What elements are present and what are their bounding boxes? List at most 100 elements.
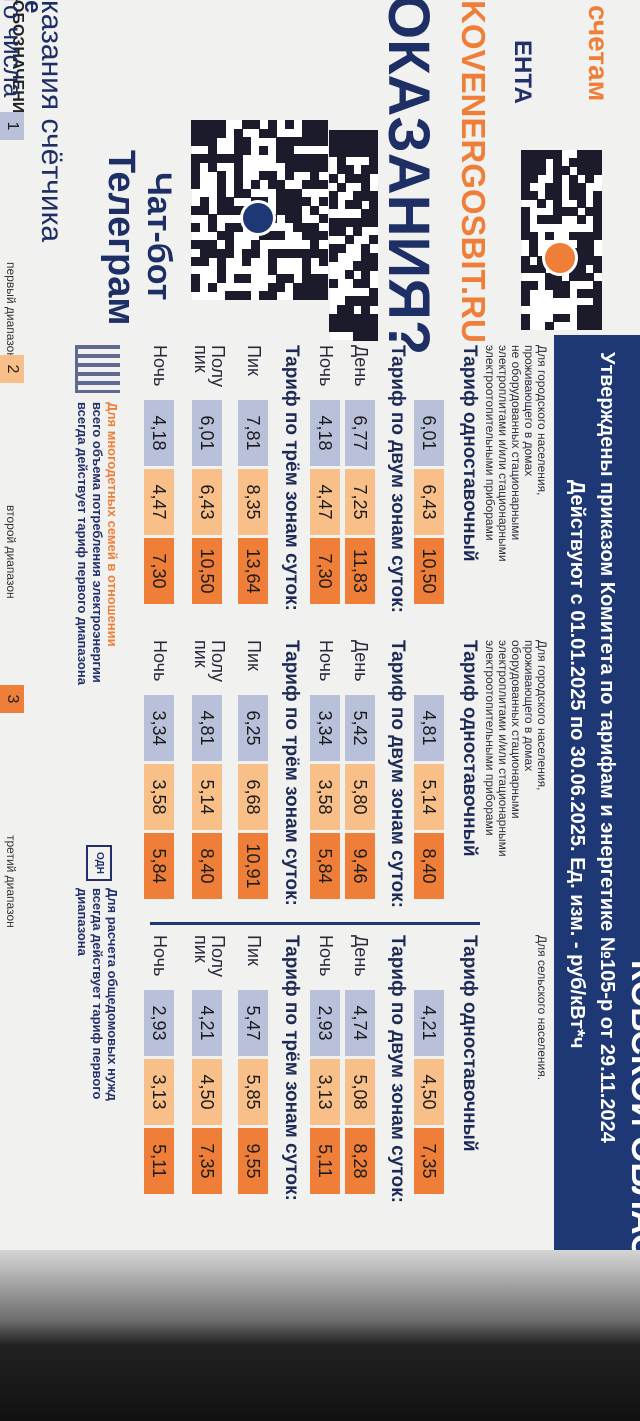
- tariff-value: 5,14: [414, 764, 444, 830]
- qr-module: [361, 217, 370, 227]
- qr-module: [561, 207, 570, 216]
- qr-module: [537, 199, 546, 208]
- tariff-value: 7,81: [238, 400, 268, 466]
- tariff-value: 7,35: [414, 1128, 444, 1194]
- tariff-value: 5,84: [144, 833, 174, 899]
- tariff-value: 9,55: [238, 1128, 268, 1194]
- qr-module: [200, 257, 209, 267]
- qr-module: [242, 145, 252, 155]
- leaflet: КОВСКОЙ ОБЛАСТИ Утверждены приказом Коми…: [0, 0, 640, 1250]
- zone-label: Полу: [208, 640, 228, 683]
- section-title: Тариф по двум зонам суток:: [387, 640, 408, 908]
- section-title: Тариф по трём зонам суток:: [281, 935, 302, 1201]
- qr-module: [337, 182, 346, 192]
- letter-text: е: [19, 0, 46, 14]
- tariff-value: 4,47: [310, 469, 340, 535]
- qr-module: [537, 166, 546, 176]
- qr-module: [329, 252, 338, 262]
- qr-module: [577, 321, 586, 331]
- tariff-value: 10,50: [192, 538, 222, 604]
- accounts-text: счетам: [583, 5, 614, 102]
- section-title: Тариф одноставочный: [459, 640, 480, 857]
- qr-module: [337, 322, 346, 332]
- column-divider: [150, 922, 480, 925]
- tariff-value: 6,25: [238, 695, 268, 761]
- qr-module: [293, 291, 303, 301]
- tariff-value: 7,25: [345, 469, 375, 535]
- qr-module: [353, 278, 362, 288]
- qr-module: [369, 165, 378, 175]
- section-title: Тариф по трём зонам суток:: [281, 345, 302, 611]
- zone-label: Ночь: [316, 935, 336, 977]
- qr-module: [329, 322, 338, 332]
- zone-label: Пик: [244, 935, 264, 966]
- qr-module: [276, 282, 286, 292]
- header-validity: Действуют с 01.01.2025 по 30.06.2025. Ед…: [566, 480, 588, 1049]
- qr-module: [319, 291, 328, 301]
- tariff-value: 4,21: [192, 990, 222, 1056]
- section-title: Тариф по двум зонам суток:: [387, 345, 408, 613]
- legend-swatch: 1: [0, 112, 24, 140]
- note-line: всегда действует тариф первого диапазона: [75, 402, 90, 685]
- qr-module: [553, 313, 562, 323]
- tariff-value: 5,14: [192, 764, 222, 830]
- qr-module: [577, 289, 586, 298]
- description-line: электроплитами и/или стационарными: [496, 640, 510, 857]
- fragment-text: ЕНТА: [509, 40, 536, 104]
- zone-label: пик: [191, 935, 211, 963]
- qr-module: [529, 264, 538, 274]
- qr-module: [345, 147, 354, 157]
- meter-text: казания счётчика: [35, 0, 68, 243]
- description-line: Для сельского населения.: [535, 935, 549, 1081]
- qr-module: [529, 280, 538, 290]
- qr-module: [217, 205, 226, 215]
- qr-module: [345, 235, 354, 245]
- qr-module: [234, 291, 243, 301]
- qr-module: [310, 137, 320, 147]
- qr-module: [293, 162, 303, 172]
- section-title: Тариф по трём зонам суток:: [281, 640, 302, 906]
- tariff-value: 6,01: [192, 400, 222, 466]
- chat-bot-text: Чат-бот: [140, 172, 178, 301]
- qr-module: [521, 297, 530, 306]
- tariff-value: 4,50: [414, 1059, 444, 1125]
- qr-module: [369, 235, 378, 245]
- qr-module: [191, 257, 201, 267]
- tariff-value: 3,58: [310, 764, 340, 830]
- qr-module: [242, 274, 252, 284]
- tariff-value: 3,13: [310, 1059, 340, 1125]
- qr-module: [251, 180, 260, 190]
- qr-module: [593, 166, 602, 176]
- qr-module: [234, 274, 243, 284]
- logo-circle: [240, 200, 276, 236]
- legend-label: второй диапазон: [4, 505, 18, 599]
- qr-module: [191, 282, 201, 292]
- qr-module: [593, 264, 602, 274]
- qr-module: [268, 231, 277, 241]
- qr-module: [593, 231, 602, 241]
- tariff-value: 4,18: [144, 400, 174, 466]
- tariff-value: 6,68: [238, 764, 268, 830]
- tariff-value: 13,64: [238, 538, 268, 604]
- section-title: Тариф одноставочный: [459, 345, 480, 562]
- tariff-value: 8,28: [345, 1128, 375, 1194]
- qr-module: [259, 128, 269, 138]
- qr-module: [217, 274, 226, 284]
- qr-module: [369, 331, 378, 341]
- qr-module: [191, 222, 201, 232]
- qr-module: [310, 291, 320, 301]
- zone-label: Ночь: [150, 935, 170, 977]
- qr-module: [369, 217, 378, 227]
- qr-module: [361, 331, 370, 341]
- zone-label: Полу: [208, 345, 228, 388]
- qr-module: [191, 180, 201, 190]
- qr-module: [553, 215, 562, 225]
- qr-module: [242, 291, 252, 301]
- description-line: не оборудованных стационарными: [509, 345, 523, 541]
- tariff-value: 9,46: [345, 833, 375, 899]
- qr-module: [545, 321, 554, 331]
- qr-module: [191, 205, 201, 215]
- description-line: электроотопительными приборами: [483, 640, 497, 836]
- description-line: проживающего в домах: [522, 345, 536, 477]
- tariff-value: 4,74: [345, 990, 375, 1056]
